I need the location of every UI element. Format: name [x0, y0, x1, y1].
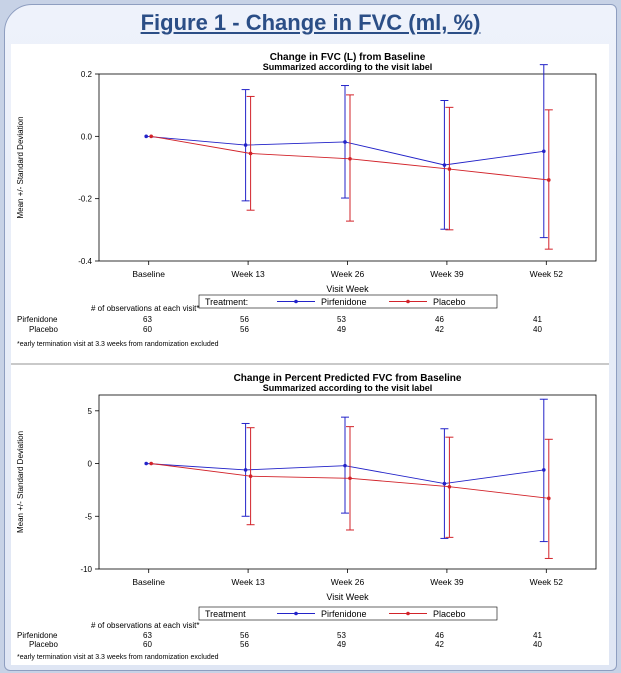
obs-count: 41: [533, 315, 542, 324]
y-tick-label: 0.0: [81, 132, 93, 141]
data-point: [243, 468, 248, 472]
chart-panel-fvc-percent: Change in Percent Predicted FVC from Bas…: [11, 365, 609, 665]
y-axis-label: Mean +/- Standard Deviation: [16, 116, 25, 218]
obs-count: 60: [143, 640, 152, 649]
data-point: [149, 134, 153, 139]
chart-subtitle: Summarized according to the visit label: [263, 383, 433, 393]
legend-swatch-marker: [294, 611, 298, 616]
data-point: [343, 463, 347, 468]
obs-count: 56: [240, 640, 249, 649]
y-tick-label: -5: [85, 512, 93, 521]
obs-row-label-placebo: Placebo: [29, 640, 58, 649]
x-tick-label: Week 39: [430, 269, 464, 279]
data-point: [547, 178, 551, 182]
data-point: [248, 151, 253, 156]
x-tick-label: Week 13: [231, 577, 265, 587]
y-tick-label: 0: [88, 460, 93, 469]
data-point: [547, 496, 551, 501]
legend-box: [198, 606, 498, 621]
data-point: [442, 163, 447, 167]
obs-count: 49: [337, 640, 346, 649]
chart-panel-fvc-liters: Change in FVC (L) from Baseline Summarize…: [11, 44, 609, 363]
data-point: [542, 149, 546, 154]
figure-title: Figure 1 - Change in FVC (ml, %): [140, 10, 481, 35]
data-point: [442, 481, 447, 486]
chart-title: Change in FVC (L) from Baseline: [270, 52, 426, 63]
legend-item: Pirfenidone: [321, 609, 367, 619]
footnote: *early termination visit at 3.3 weeks fr…: [17, 654, 219, 661]
obs-count: 56: [240, 325, 249, 334]
data-point: [144, 461, 148, 466]
legend-swatch-marker: [406, 611, 410, 616]
x-tick-label: Baseline: [132, 269, 165, 279]
x-tick-label: Week 13: [231, 269, 265, 279]
obs-header: # of observations at each visit*: [91, 304, 200, 313]
legend-title: Treatment: [205, 609, 246, 619]
x-axis-label: Visit Week: [326, 284, 369, 294]
chart-title: Change in Percent Predicted FVC from Bas…: [234, 373, 462, 384]
legend-title: Treatment:: [205, 297, 248, 307]
y-tick-label: -0.2: [78, 195, 92, 204]
obs-row-label-pirfenidone: Pirfenidone: [17, 315, 58, 324]
data-point: [542, 468, 546, 472]
obs-count: 53: [337, 631, 346, 640]
legend-swatch-marker: [294, 299, 298, 304]
legend-box: [198, 294, 498, 309]
x-tick-label: Week 52: [530, 577, 564, 587]
obs-row-label-placebo: Placebo: [29, 325, 58, 334]
obs-row-label-pirfenidone: Pirfenidone: [17, 631, 58, 640]
chart-fvc-liters: Change in FVC (L) from BaselineSummarize…: [16, 52, 597, 309]
obs-count: 63: [143, 315, 152, 324]
data-point: [348, 156, 352, 161]
legend-swatch-marker: [406, 299, 410, 304]
obs-count: 63: [143, 631, 152, 640]
y-tick-label: -10: [80, 565, 92, 574]
data-point: [447, 484, 452, 489]
obs-count: 42: [435, 640, 444, 649]
obs-count: 53: [337, 315, 346, 324]
x-tick-label: Baseline: [132, 577, 165, 587]
data-point: [348, 476, 352, 481]
data-point: [144, 134, 148, 139]
obs-count: 40: [533, 325, 542, 334]
obs-count: 49: [337, 325, 346, 334]
legend-item: Pirfenidone: [321, 297, 367, 307]
legend-item: Placebo: [433, 297, 466, 307]
plot-area: [98, 73, 597, 262]
obs-count: 56: [240, 315, 249, 324]
data-point: [149, 461, 153, 466]
data-point: [248, 474, 253, 478]
x-tick-label: Week 39: [430, 577, 464, 587]
x-tick-label: Week 52: [530, 269, 564, 279]
obs-count: 60: [143, 325, 152, 334]
obs-count: 42: [435, 325, 444, 334]
data-point: [343, 140, 347, 144]
x-tick-label: Week 26: [331, 577, 365, 587]
obs-header: # of observations at each visit*: [91, 621, 200, 630]
x-tick-label: Week 26: [331, 269, 365, 279]
data-point: [243, 143, 248, 147]
footnote: *early termination visit at 3.3 weeks fr…: [17, 341, 219, 348]
y-tick-label: 5: [88, 407, 93, 416]
y-tick-label: -0.4: [78, 257, 92, 266]
chart-subtitle: Summarized according to the visit label: [263, 62, 433, 72]
chart-fvc-percent: Change in Percent Predicted FVC from Bas…: [16, 373, 597, 621]
plot-area: [98, 394, 597, 570]
y-tick-label: 0.2: [81, 70, 93, 79]
obs-count: 40: [533, 640, 542, 649]
obs-count: 41: [533, 631, 542, 640]
data-point: [447, 167, 452, 171]
obs-count: 56: [240, 631, 249, 640]
obs-count: 46: [435, 315, 444, 324]
legend-item: Placebo: [433, 609, 466, 619]
x-axis-label: Visit Week: [326, 592, 369, 602]
panel-divider: [11, 363, 609, 365]
y-axis-label: Mean +/- Standard Deviation: [16, 431, 25, 533]
obs-count: 46: [435, 631, 444, 640]
